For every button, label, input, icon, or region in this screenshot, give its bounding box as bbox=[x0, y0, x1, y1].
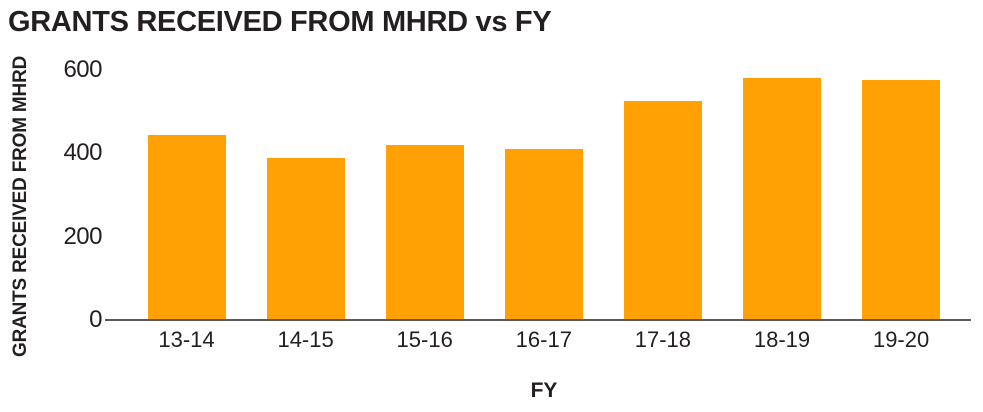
x-axis-line bbox=[105, 319, 971, 321]
x-tick-label-13-14: 13-14 bbox=[158, 327, 215, 352]
x-tick-label-18-19: 18-19 bbox=[753, 327, 811, 352]
bar-16-17 bbox=[504, 149, 583, 320]
bar-19-20 bbox=[862, 80, 941, 320]
bar-14-15 bbox=[266, 157, 345, 320]
x-tick-label-14-15: 14-15 bbox=[277, 327, 334, 352]
y-tick-label-200: 200 bbox=[63, 222, 102, 250]
y-tick-label-0: 0 bbox=[89, 306, 102, 333]
bar-17-18 bbox=[623, 101, 702, 320]
bar-15-16 bbox=[385, 145, 464, 320]
y-tick-label-600: 600 bbox=[63, 56, 102, 83]
x-tick-label-15-16: 15-16 bbox=[396, 327, 453, 352]
x-axis-title: FY bbox=[530, 379, 558, 402]
bar-18-19 bbox=[743, 78, 821, 320]
bar-13-14 bbox=[147, 134, 226, 320]
x-tick-label-17-18: 17-18 bbox=[634, 327, 692, 352]
x-tick-label-19-20: 19-20 bbox=[872, 327, 930, 352]
y-tick-label-400: 400 bbox=[63, 139, 102, 167]
x-tick-label-16-17: 16-17 bbox=[515, 327, 572, 352]
chart-title: GRANTS RECEIVED FROM MHRD vs FY bbox=[8, 6, 552, 38]
